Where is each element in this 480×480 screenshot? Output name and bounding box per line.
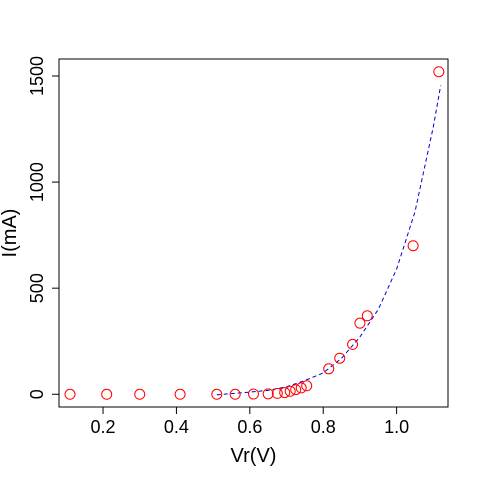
x-tick-label: 0.4 — [164, 417, 189, 437]
data-point — [211, 388, 223, 400]
y-tick-label: 500 — [27, 273, 47, 303]
y-tick-label: 1000 — [27, 162, 47, 202]
data-point — [323, 363, 335, 375]
data-point — [64, 388, 76, 400]
data-point — [174, 388, 186, 400]
fit-curve — [216, 85, 442, 396]
x-axis: 0.2 0.4 0.6 0.8 1.0 — [91, 406, 409, 437]
data-point — [407, 240, 419, 252]
plot-frame — [58, 58, 449, 408]
y-tick-label: 0 — [27, 389, 47, 399]
x-tick-label: 0.6 — [237, 417, 262, 437]
x-tick-label: 0.2 — [91, 417, 116, 437]
data-point — [229, 388, 241, 400]
data-point — [290, 384, 302, 396]
y-axis-label: I(mA) — [0, 209, 21, 258]
x-tick-label: 0.8 — [311, 417, 336, 437]
data-point — [361, 310, 373, 322]
data-point — [347, 338, 359, 350]
data-point — [271, 387, 283, 399]
data-point — [134, 388, 146, 400]
fit-curve-layer — [216, 85, 442, 396]
data-point — [433, 66, 445, 78]
data-point — [284, 385, 296, 397]
data-point — [279, 387, 291, 399]
data-point — [301, 380, 313, 392]
y-axis: 0 500 1000 1500 — [27, 56, 60, 399]
data-point — [101, 388, 113, 400]
x-axis-label: Vr(V) — [231, 445, 277, 467]
data-point — [295, 382, 307, 394]
data-point — [262, 388, 274, 400]
x-tick-label: 1.0 — [384, 417, 409, 437]
data-point — [248, 388, 259, 400]
data-point — [334, 352, 346, 364]
points-layer — [64, 66, 445, 400]
data-point — [354, 317, 366, 329]
y-tick-label: 1500 — [27, 56, 47, 96]
